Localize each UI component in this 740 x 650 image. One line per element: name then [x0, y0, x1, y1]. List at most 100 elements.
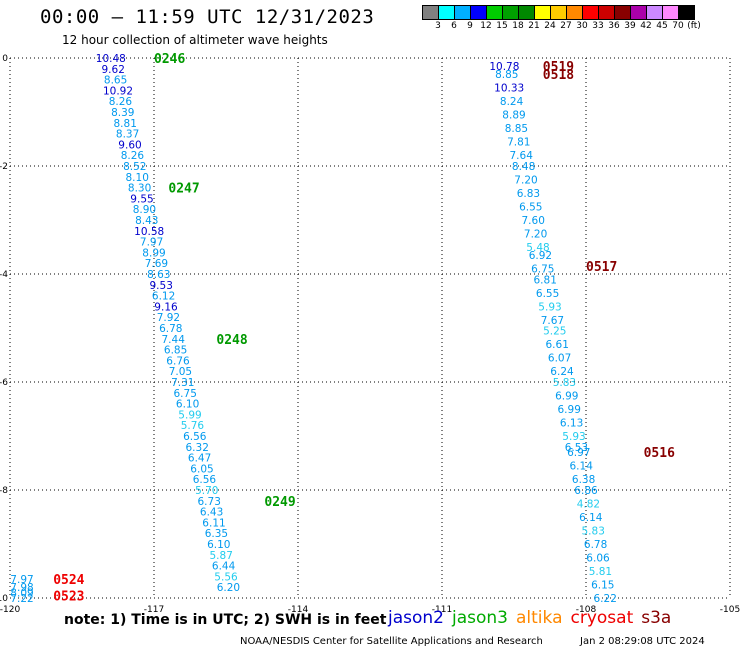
satellite-legend: jason2 jason3 altika cryosat s3a	[388, 608, 679, 628]
wave-height-label: 6.10	[207, 539, 230, 551]
color-scale-label: (ft)	[687, 21, 701, 31]
wave-height-label: 6.22	[594, 593, 617, 605]
wave-height-label: 7.69	[145, 258, 168, 270]
wave-height-label: 6.05	[190, 463, 213, 475]
wave-height-label: 8.10	[126, 172, 149, 184]
wave-height-label: 7.20	[514, 175, 537, 187]
wave-height-label: 10.58	[134, 226, 164, 238]
color-scale-label: 30	[576, 21, 588, 31]
wave-height-label: 6.06	[586, 553, 610, 565]
track-time-label: 0523	[53, 589, 84, 604]
y-tick-label: -8	[0, 486, 8, 496]
wave-height-label: 8.65	[104, 75, 127, 87]
wave-height-label: 9.16	[154, 301, 178, 313]
x-tick-label: -108	[576, 605, 597, 615]
wave-height-label: 6.47	[188, 453, 211, 465]
color-scale-label: 9	[467, 21, 473, 31]
color-scale-label: 33	[592, 21, 604, 31]
chart-subtitle: 12 hour collection of altimeter wave hei…	[62, 33, 328, 47]
wave-height-label: 9.62	[102, 64, 125, 76]
footer-timestamp: Jan 2 08:29:08 UTC 2024	[580, 636, 705, 647]
wave-height-label: 6.35	[205, 528, 228, 540]
wave-height-label: 7.64	[510, 150, 534, 162]
wave-height-label: 7.67	[541, 315, 564, 327]
color-scale-label: 36	[608, 21, 620, 31]
x-tick-label: -120	[0, 605, 20, 615]
wave-height-label: 6.07	[548, 353, 571, 365]
wave-height-label: 8.43	[135, 215, 158, 227]
color-scale-cell	[678, 5, 695, 20]
wave-height-label: 6.14	[579, 512, 603, 524]
wave-height-label: 8.09	[10, 588, 33, 600]
wave-height-label: 8.30	[128, 183, 151, 195]
wave-height-label: 8.26	[109, 96, 133, 108]
wave-height-label: 6.43	[200, 507, 223, 519]
x-tick-label: -114	[288, 605, 309, 615]
wave-height-label: 6.20	[217, 582, 240, 594]
wave-height-label: 6.55	[536, 288, 559, 300]
wave-height-label: 6.76	[166, 355, 190, 367]
wave-height-label: 6.78	[159, 323, 182, 335]
wave-height-label: 6.75	[174, 388, 197, 400]
y-tick-label: -2	[0, 162, 8, 172]
wave-height-label: 6.85	[164, 345, 187, 357]
color-scale-bar	[422, 5, 695, 20]
wave-height-label: 9.53	[150, 280, 173, 292]
wave-height-label: 6.56	[193, 474, 217, 486]
wave-height-label: 6.32	[186, 442, 209, 454]
color-scale-label: 27	[560, 21, 572, 31]
wave-height-label: 8.81	[114, 118, 137, 130]
x-tick-label: -117	[144, 605, 164, 615]
track-time-label: 0249	[264, 495, 295, 510]
legend-entry: s3a	[641, 608, 672, 628]
wave-height-label: 6.12	[152, 291, 175, 303]
wave-height-label: 6.99	[555, 391, 578, 403]
wave-height-label: 6.75	[531, 264, 554, 276]
wave-height-label: 8.90	[133, 204, 156, 216]
x-tick-label: -111	[432, 605, 452, 615]
track-time-label: 0516	[644, 446, 675, 461]
wave-height-label: 7.44	[162, 334, 186, 346]
y-tick-label: -6	[0, 378, 8, 388]
wave-height-label: 6.15	[591, 580, 614, 592]
color-scale-labels: 3 6 9 12 15 18 21 24 27 30 33 36 39 42 45 70 (ft)	[422, 21, 740, 35]
wave-height-label: 5.83	[582, 526, 605, 538]
wave-height-label: 7.97	[140, 237, 163, 249]
wave-height-label: 7.98	[10, 582, 33, 594]
color-scale-label: 42	[640, 21, 652, 31]
wave-height-label: 7.60	[522, 215, 545, 227]
wave-height-label: 8.37	[116, 129, 139, 141]
wave-height-label: 6.38	[572, 474, 595, 486]
wave-height-label: 7.92	[157, 312, 180, 324]
legend-entry: cryosat	[570, 608, 634, 628]
wave-height-label: 8.63	[147, 269, 170, 281]
wave-height-label: 8.48	[512, 161, 535, 173]
wave-height-label: 7.20	[524, 229, 547, 241]
color-scale-label: 15	[496, 21, 508, 31]
color-scale-label: 45	[656, 21, 668, 31]
wave-height-label: 6.13	[560, 418, 583, 430]
y-tick-label: -4	[0, 270, 8, 280]
track-time-label: 0247	[168, 182, 199, 197]
wave-height-label: 5.93	[562, 431, 585, 443]
wave-height-label: 5.99	[178, 409, 201, 421]
wave-height-label: 8.85	[495, 69, 518, 81]
color-scale-label: 12	[480, 21, 492, 31]
wave-height-label: 10.92	[103, 85, 133, 97]
chart-title: 00:00 – 11:59 UTC 12/31/2023	[40, 6, 375, 28]
footnote: note: 1) Time is in UTC; 2) SWH is in fe…	[64, 612, 387, 628]
wave-height-label: 6.10	[176, 399, 199, 411]
track-time-label: 0524	[53, 573, 84, 588]
wave-height-label: 9.60	[118, 139, 141, 151]
color-scale-label: 6	[451, 21, 457, 31]
track-time-label: 0246	[154, 52, 185, 67]
wave-height-label: 4.82	[577, 499, 600, 511]
wave-height-label: 7.22	[10, 593, 33, 605]
wave-height-label: 8.39	[111, 107, 134, 119]
footer-source: NOAA/NESDIS Center for Satellite Applica…	[240, 636, 543, 647]
wave-height-label: 6.97	[567, 447, 590, 459]
wave-height-label: 6.92	[529, 250, 552, 262]
wave-height-label: 6.83	[517, 188, 540, 200]
track-time-label: 0248	[216, 333, 247, 348]
wave-height-label: 5.56	[214, 571, 238, 583]
